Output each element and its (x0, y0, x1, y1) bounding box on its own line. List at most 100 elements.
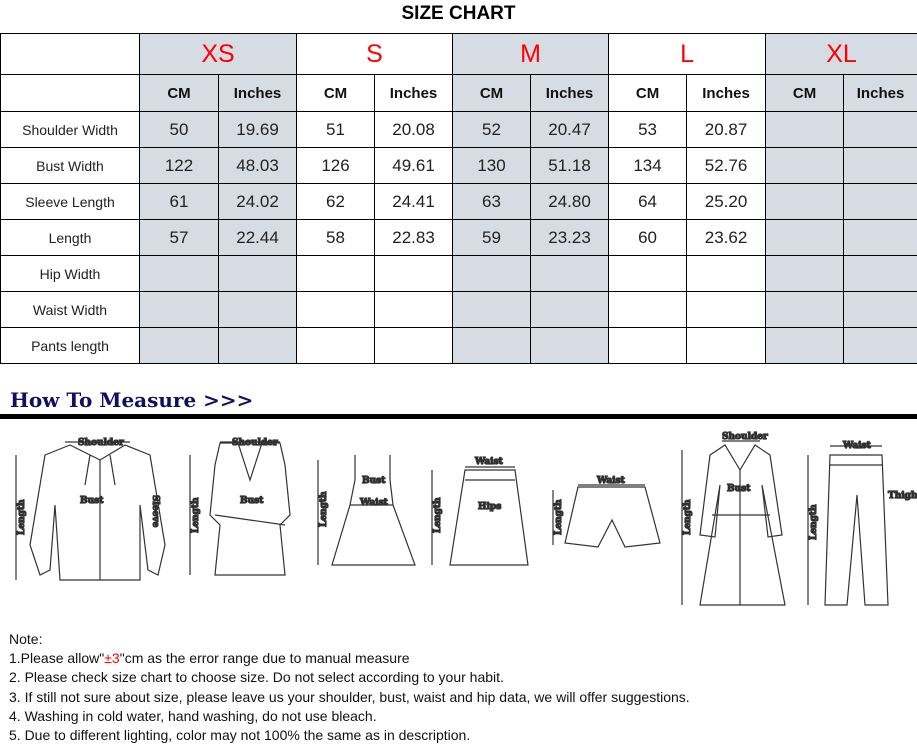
svg-text:Length: Length (191, 497, 201, 533)
value-cell (765, 255, 845, 292)
value-cell: 48.03 (217, 147, 298, 184)
row-label: Shoulder Width (0, 111, 140, 148)
svg-text:Length: Length (17, 499, 27, 535)
value-cell: 64 (608, 183, 688, 220)
dress-illustration: Bust Waist Length (317, 455, 416, 566)
value-cell (452, 255, 532, 292)
how-to-measure-heading: How To Measure >>> (10, 388, 254, 412)
svg-text:Length: Length (319, 491, 329, 527)
value-cell (686, 327, 767, 364)
svg-text:Length: Length (809, 504, 819, 540)
value-cell: 122 (139, 147, 219, 184)
value-cell (608, 327, 688, 364)
value-cell (843, 183, 917, 220)
row-label: Sleeve Length (0, 183, 140, 220)
pants-illustration: Waist Thigh Length (807, 440, 917, 606)
value-cell: 50 (139, 111, 219, 148)
notes: Note: 1.Please allow"±3"cm as the error … (9, 630, 690, 745)
value-cell: 22.44 (217, 219, 298, 256)
value-cell: 49.61 (374, 147, 454, 184)
svg-text:Bust: Bust (240, 496, 264, 506)
value-cell (765, 183, 845, 220)
value-cell (217, 327, 298, 364)
value-cell: 130 (452, 147, 532, 184)
value-cell: 51.18 (530, 147, 610, 184)
value-cell (139, 291, 219, 328)
value-cell (374, 255, 454, 292)
value-cell (374, 327, 454, 364)
value-cell (530, 255, 610, 292)
value-cell (843, 255, 917, 292)
size-xs: XS (138, 33, 298, 75)
table-row: Waist Width (0, 291, 917, 328)
svg-text:Length: Length (433, 497, 443, 533)
value-cell (686, 291, 767, 328)
svg-text:Bust: Bust (80, 496, 104, 506)
svg-text:Sleeve: Sleeve (150, 495, 160, 528)
unit-inches: Inches (374, 74, 454, 112)
corner-cell (0, 74, 140, 112)
page-title: SIZE CHART (401, 3, 516, 24)
unit-inches: Inches (843, 74, 917, 112)
svg-text:Length: Length (683, 499, 693, 535)
value-cell: 24.80 (530, 183, 610, 220)
table-row: Pants length (0, 327, 917, 364)
value-cell: 52.76 (686, 147, 767, 184)
svg-text:Thigh: Thigh (888, 491, 917, 501)
value-cell: 22.83 (374, 219, 454, 256)
note-5: 5. Due to different lighting, color may … (9, 727, 471, 744)
table-row: Sleeve Length 61 24.02 62 24.41 63 24.80 64 25.2… (0, 183, 917, 220)
size-m: M (452, 33, 610, 75)
unit-inches: Inches (217, 74, 298, 112)
row-label: Bust Width (0, 147, 140, 184)
value-cell: 24.41 (374, 183, 454, 220)
value-cell (217, 255, 298, 292)
coat-illustration: Shoulder Bust Length (681, 431, 786, 606)
unit-cm: CM (765, 74, 845, 112)
shorts-illustration: Waist Length (552, 475, 661, 548)
value-cell (843, 147, 917, 184)
value-cell (765, 219, 845, 256)
value-cell (765, 291, 845, 328)
value-cell (374, 291, 454, 328)
value-cell (139, 255, 219, 292)
value-cell (843, 111, 917, 148)
value-cell: 19.69 (217, 111, 298, 148)
value-cell (843, 219, 917, 256)
svg-text:Waist: Waist (474, 457, 504, 467)
skirt-illustration: Waist Hips Length (431, 456, 529, 566)
value-cell: 52 (452, 111, 532, 148)
table-row: Shoulder Width 50 19.69 51 20.08 52 20.47 53 20.… (0, 111, 917, 148)
value-cell (296, 327, 376, 364)
table-row: Bust Width 122 48.03 126 49.61 130 51.18 134 52.… (0, 147, 917, 184)
unit-inches: Inches (686, 74, 767, 112)
unit-cm: CM (452, 74, 532, 112)
note-4: 4. Washing in cold water, hand washing, … (9, 707, 377, 724)
value-cell: 23.62 (686, 219, 767, 256)
divider (0, 414, 917, 419)
unit-cm: CM (296, 74, 376, 112)
measurement-illustrations: Shoulder Bust Sleeve Length Shoulder Bus… (15, 431, 917, 606)
value-cell: 23.23 (530, 219, 610, 256)
value-cell: 126 (296, 147, 376, 184)
unit-header-row: CM Inches CM Inches CM Inches CM Inches CM Inches (0, 74, 917, 112)
size-header-row: XS S M L XL (0, 33, 917, 75)
size-s: S (296, 33, 454, 75)
note-1: 1.Please allow"±3"cm as the error range … (9, 650, 410, 667)
value-cell (452, 327, 532, 364)
value-cell (296, 291, 376, 328)
value-cell (843, 327, 917, 364)
value-cell (530, 291, 610, 328)
svg-text:Shoulder: Shoulder (232, 438, 278, 448)
value-cell: 59 (452, 219, 532, 256)
value-cell (217, 291, 298, 328)
svg-text:Waist: Waist (596, 476, 626, 486)
size-l: L (608, 33, 767, 75)
value-cell (608, 255, 688, 292)
value-cell: 58 (296, 219, 376, 256)
svg-text:Shoulder: Shoulder (722, 432, 768, 442)
value-cell (139, 327, 219, 364)
svg-text:Bust: Bust (727, 484, 751, 494)
value-cell (765, 147, 845, 184)
size-xl: XL (765, 33, 917, 75)
